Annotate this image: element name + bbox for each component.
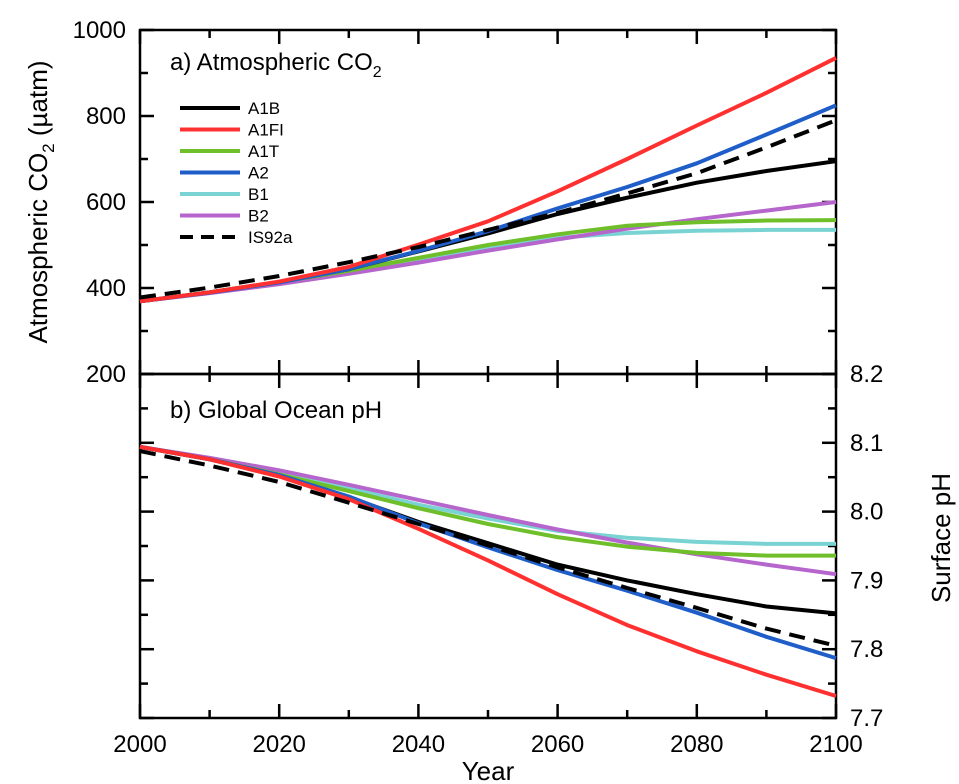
legend-label-a1fi: A1FI [248,121,284,140]
x-tick-label: 2080 [670,731,723,758]
y-axis-label-subscript: 2 [39,143,58,152]
y-tick-label: 7.8 [850,636,883,663]
legend-label-is92a: IS92a [248,228,293,247]
x-tick-label: 2020 [253,731,306,758]
y-tick-label: 800 [86,103,126,130]
legend: A1B A1FI A1T A2 B1 B2 IS92a [180,99,293,247]
y-tick-label: 8.2 [850,361,883,388]
y-tick-label: 8.0 [850,499,883,526]
series-line-is92a [139,118,837,300]
series-line-a1fi [139,56,837,304]
y-tick-label: 400 [86,275,126,302]
legend-label-b2: B2 [248,207,269,226]
panel-title: b) Global Ocean pH [170,397,382,424]
panel-title-text: b) Global Ocean pH [170,397,382,424]
series-line-b2 [139,444,837,577]
y-axis-label: Atmospheric CO2 (µatm) [23,60,58,343]
x-axis-label: Year [462,756,515,784]
y-tick-label: 600 [86,189,126,216]
x-tick-label: 2100 [809,731,862,758]
panel-title: a) Atmospheric CO2 [170,49,382,81]
legend-label-b1: B1 [248,185,269,204]
series-line-is92a [139,449,837,648]
y-tick-label: 7.7 [850,705,883,732]
panel-global-ocean-ph: 7.7 7.8 7.9 8.0 8.1 8.2 Surface pH b) Global Oc… [138,361,956,732]
x-tick-label: 2060 [531,731,584,758]
shared-x-axis: 2000 2020 2040 2060 2080 2100 Year [113,731,862,784]
series-line-b1 [139,444,836,546]
panel-title-subscript: 2 [373,64,382,81]
series-line-a2 [139,103,837,304]
y-axis-label-text: Atmospheric CO [23,153,53,344]
y-axis-label: Surface pH [926,473,956,603]
y-tick-label: 200 [86,361,126,388]
legend-label-a1t: A1T [248,142,279,161]
legend-label-a2: A2 [248,164,269,183]
series-line-a1fi [139,444,837,698]
y-tick-label: 8.1 [850,430,883,457]
y-tick-label: 1000 [73,17,126,44]
legend-label-a1b: A1B [248,99,280,118]
panel-title-text: a) Atmospheric CO [170,49,373,76]
plot-frame [138,28,838,376]
y-tick-label: 7.9 [850,567,883,594]
x-tick-label: 2040 [392,731,445,758]
y-axis-label-unit: (µatm) [23,60,53,143]
x-tick-label: 2000 [113,731,166,758]
